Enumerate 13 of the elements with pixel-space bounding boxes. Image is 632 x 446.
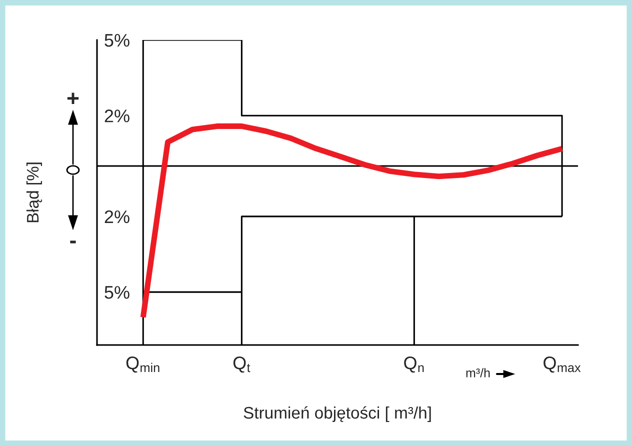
y-tick-label: 2% xyxy=(104,210,130,224)
text: m³/h xyxy=(466,368,490,378)
x-tick-label: Q$_{min}$ xyxy=(126,356,160,373)
x-tick-label: Q$_{n}$ xyxy=(404,356,424,373)
text: + xyxy=(67,92,79,104)
x-axis-title: Strumień objętości [ m³/h] xyxy=(244,406,431,422)
y-tick-label: 5% xyxy=(104,34,130,47)
x-tick-label: Q$_{t}$ xyxy=(233,356,250,373)
y-axis-title: Błąd [%] xyxy=(26,162,42,222)
y-tick-label: 2% xyxy=(104,110,130,122)
text: - xyxy=(70,240,76,244)
y-tick-label: 5% xyxy=(104,286,130,299)
x-tick-label: Q$_{max}$ xyxy=(544,356,581,373)
